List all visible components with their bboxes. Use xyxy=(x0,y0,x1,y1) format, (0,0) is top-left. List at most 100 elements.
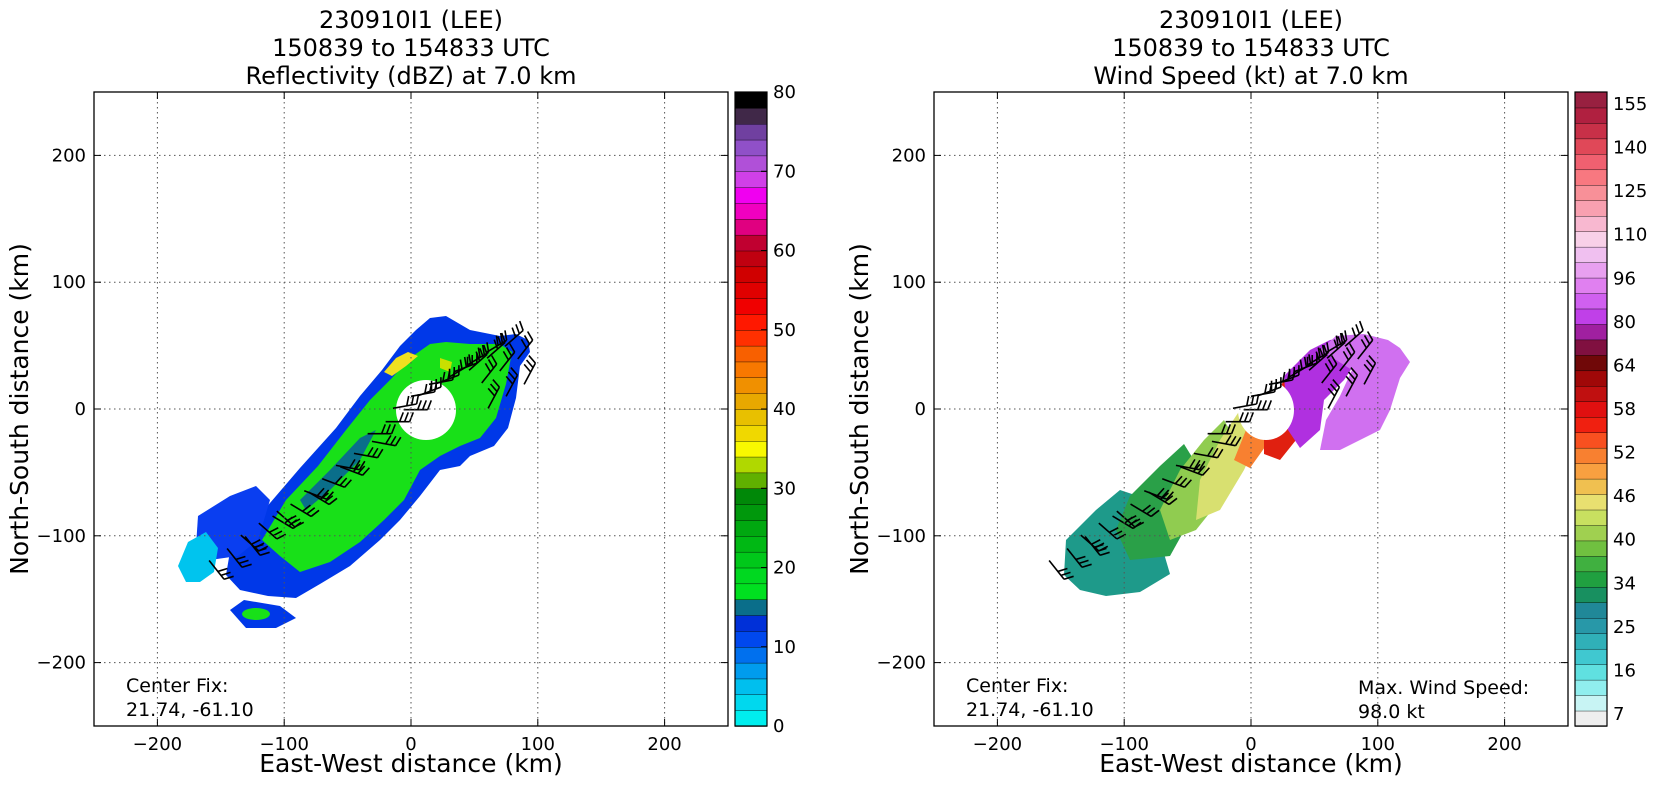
left-colorbar-tick-label: 80 xyxy=(773,82,796,103)
left-colorbar-bin xyxy=(734,694,768,711)
left-wind-barbs xyxy=(208,320,537,581)
right-colorbar-tick-label: 110 xyxy=(1613,225,1647,246)
right-wind-barb xyxy=(1193,446,1224,459)
right-colorbar-bin xyxy=(1574,648,1608,665)
left-colorbar-bin xyxy=(734,662,768,680)
right-wind-barb xyxy=(1308,344,1328,371)
left-colorbar-tick-label: 40 xyxy=(773,399,796,420)
left-title-line-2: 150839 to 154833 UTC xyxy=(272,34,550,62)
right-colorbar-bin xyxy=(1574,586,1608,603)
right-wind-barb xyxy=(1161,475,1192,488)
right-wind-barb xyxy=(1357,331,1374,360)
right-wind-field xyxy=(1064,334,1410,596)
right-colorbar-tick-label: 46 xyxy=(1613,486,1636,507)
right-title-line-2: 150839 to 154833 UTC xyxy=(1112,34,1390,62)
left-y-tick-label: −100 xyxy=(37,526,86,547)
right-center-fix-label: Center Fix: xyxy=(966,675,1068,697)
left-colorbar-tick-label: 0 xyxy=(773,716,784,737)
left-colorbar-bin xyxy=(734,440,768,458)
right-colorbar-bin xyxy=(1574,710,1608,727)
left-colorbar-bin xyxy=(734,583,768,600)
left-colorbar-bin xyxy=(734,171,768,188)
right-colorbar-bin xyxy=(1574,401,1608,418)
left-title-line-3: Reflectivity (dBZ) at 7.0 km xyxy=(246,62,577,90)
right-wind-barb xyxy=(1080,534,1109,552)
right-colorbar-tick-label: 155 xyxy=(1613,94,1647,115)
right-colorbar-bin xyxy=(1574,323,1608,341)
right-center-fix-value: 21.74, -61.10 xyxy=(966,699,1094,721)
right-y-tick-label: 0 xyxy=(915,399,926,420)
right-colorbar-bin xyxy=(1574,230,1608,248)
left-colorbar-bin xyxy=(734,456,768,474)
right-x-tick-label: −100 xyxy=(1099,734,1148,755)
right-colorbar-bin xyxy=(1574,694,1608,712)
right-colorbar-bin xyxy=(1574,261,1608,279)
right-ticks: −200 −100 0 100 200 −200 −100 0 100 200 xyxy=(877,92,1568,755)
left-wind-barb xyxy=(505,367,519,397)
right-colorbar: 7 16 25 34 40 46 52 58 64 80 96 110 125 140 155 xyxy=(1574,91,1647,727)
left-colorbar-bin xyxy=(734,630,768,648)
right-colorbar-bin xyxy=(1574,447,1608,464)
left-eyewall-ylw2 xyxy=(440,358,452,372)
right-wind-barb xyxy=(1211,434,1242,447)
right-wind-barb xyxy=(1243,400,1273,411)
left-colorbar-bin xyxy=(734,535,768,553)
right-x-tick-label: −200 xyxy=(973,734,1022,755)
right-wind-barb xyxy=(1321,355,1338,384)
reflectivity-panel: 230910I1 (LEE) 150839 to 154833 UTC Refl… xyxy=(5,6,796,778)
right-wind-barb xyxy=(1363,355,1377,385)
left-colorbar-bin xyxy=(734,646,768,664)
left-colorbar-bin xyxy=(734,107,768,125)
right-colorbar-tick-label: 96 xyxy=(1613,268,1636,289)
right-wind-barb xyxy=(1258,377,1282,397)
left-colorbar-bin xyxy=(734,218,768,236)
right-x-tick-label: 0 xyxy=(1245,734,1256,755)
right-colorbar-bin xyxy=(1574,277,1608,294)
max-wind-speed-value: 98.0 kt xyxy=(1358,701,1425,723)
left-wind-barb xyxy=(481,355,498,384)
right-wind-barb xyxy=(1048,559,1074,581)
right-colorbar-bin xyxy=(1574,617,1608,634)
right-colorbar-bin xyxy=(1574,478,1608,495)
left-wind-barb xyxy=(403,400,433,411)
left-colorbar-bin xyxy=(734,361,768,379)
right-colorbar-bin xyxy=(1574,555,1608,573)
left-wind-barb xyxy=(504,320,524,347)
left-wind-barb xyxy=(240,534,269,552)
left-colorbar-bin xyxy=(734,329,768,347)
max-wind-speed-label: Max. Wind Speed: xyxy=(1358,677,1529,699)
right-plot-area xyxy=(1048,320,1410,596)
left-colorbar-bin xyxy=(734,488,768,505)
left-colorbar-bin xyxy=(734,202,768,220)
right-colorbar-bin xyxy=(1574,169,1608,186)
left-colorbar-bin xyxy=(734,424,768,442)
right-colorbar-bin xyxy=(1574,91,1608,109)
right-colorbar-tick-label: 80 xyxy=(1613,312,1636,333)
left-wind-barb xyxy=(499,343,516,372)
right-colorbar-tick-label: 64 xyxy=(1613,355,1636,376)
left-y-axis-label: North-South distance (km) xyxy=(5,243,34,575)
left-rainband-outcrop-green xyxy=(242,608,270,620)
right-wind-barb xyxy=(1066,547,1092,569)
left-wind-barb xyxy=(468,344,488,371)
left-colorbar-bin xyxy=(734,250,768,268)
right-title-line-3: Wind Speed (kt) at 7.0 km xyxy=(1093,62,1408,90)
left-wind-barb xyxy=(208,559,234,581)
right-colorbar-bin xyxy=(1574,292,1608,310)
right-colorbar-bin xyxy=(1574,416,1608,433)
right-colorbar-bin xyxy=(1574,663,1608,681)
right-wind-barbs xyxy=(1048,320,1377,581)
right-y-axis-label: North-South distance (km) xyxy=(845,243,874,575)
left-center-fix-label: Center Fix: xyxy=(126,675,228,697)
left-x-tick-label: −200 xyxy=(133,734,182,755)
right-colorbar-bin xyxy=(1574,246,1608,263)
right-colorbar-bin xyxy=(1574,153,1608,171)
left-x-tick-label: −100 xyxy=(259,734,308,755)
left-colorbar-tick-label: 10 xyxy=(773,637,796,658)
right-title-line-1: 230910I1 (LEE) xyxy=(1159,6,1343,34)
left-colorbar-bin xyxy=(734,567,768,585)
left-y-tick-label: −200 xyxy=(37,653,86,674)
left-wind-barb xyxy=(339,463,370,476)
left-wind-barb xyxy=(353,446,384,459)
right-wind-barb xyxy=(1130,503,1160,518)
